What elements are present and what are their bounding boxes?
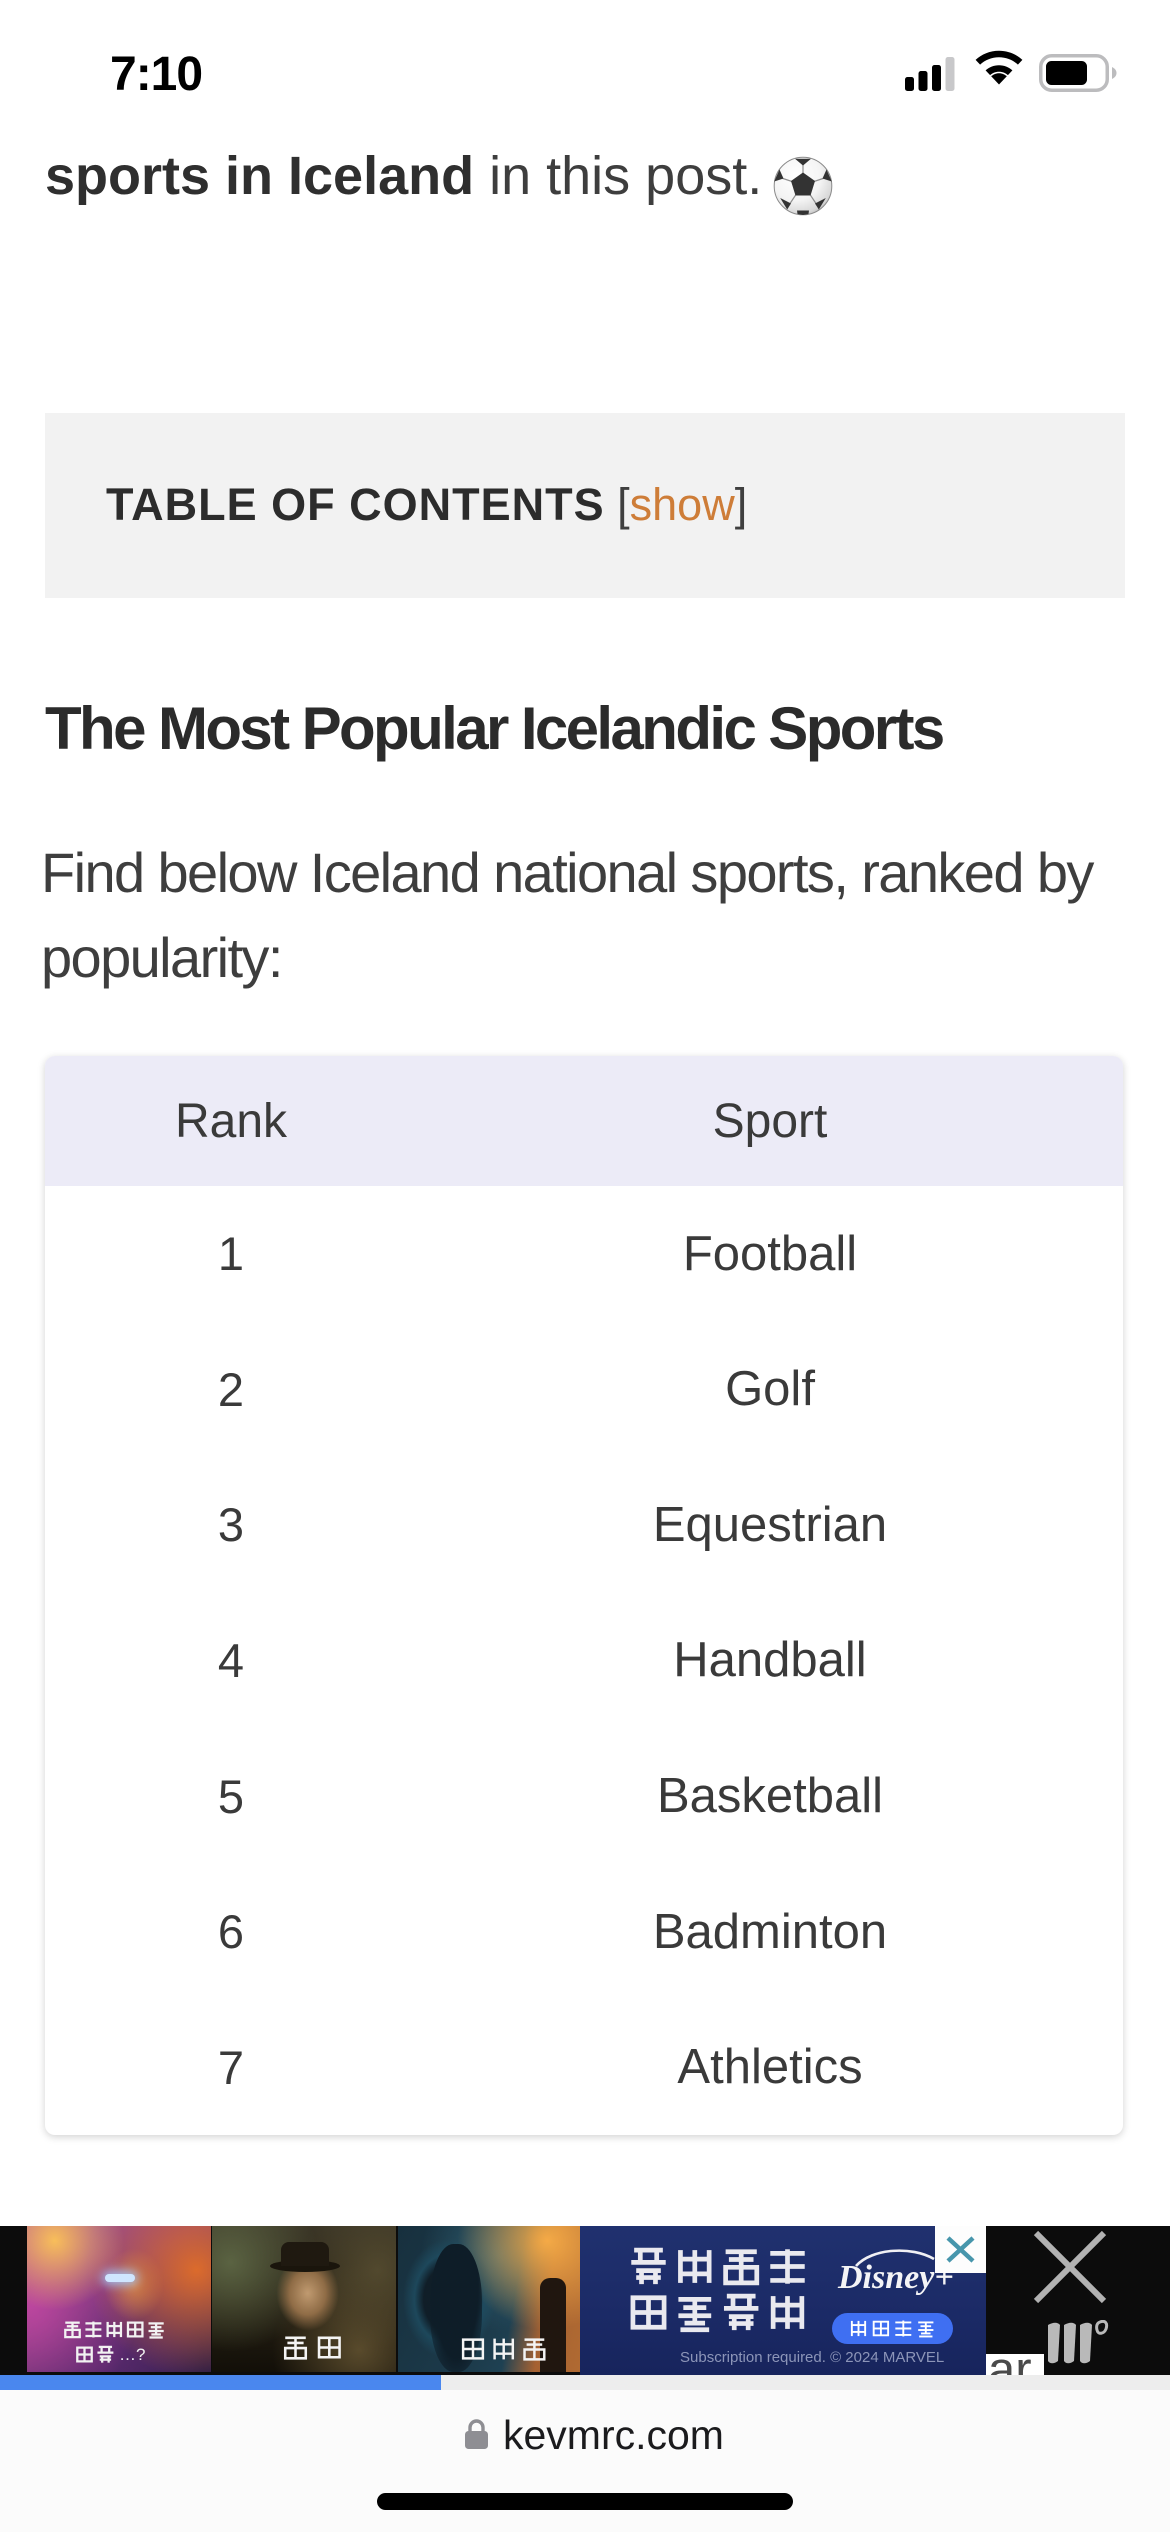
svg-text:Subscription required. © 2024: Subscription required. © 2024 MARVEL	[680, 2349, 944, 2366]
svg-text:Disney+: Disney+	[837, 2259, 954, 2296]
svg-text:…?: …?	[119, 2345, 145, 2364]
